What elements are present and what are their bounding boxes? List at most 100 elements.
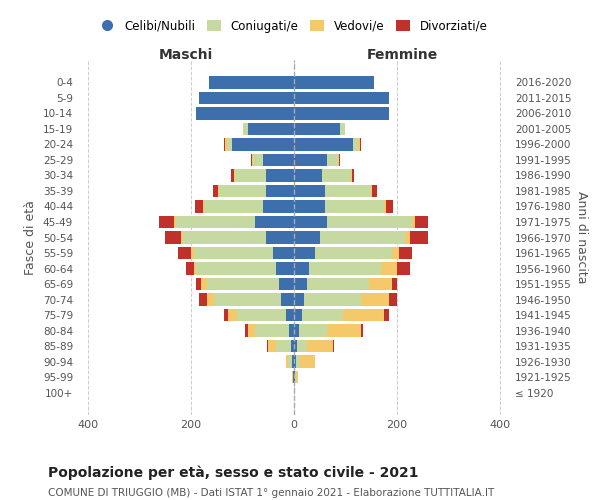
Bar: [206, 294, 214, 306]
Bar: [292, 356, 294, 368]
Bar: [328, 154, 338, 166]
Bar: [196, 278, 202, 290]
Bar: [384, 309, 389, 322]
Text: Popolazione per età, sesso e stato civile - 2021: Popolazione per età, sesso e stato civil…: [48, 465, 419, 479]
Bar: [178, 247, 191, 259]
Bar: [199, 92, 294, 104]
Bar: [294, 278, 307, 290]
Bar: [294, 294, 304, 306]
Bar: [253, 154, 263, 166]
Bar: [195, 200, 203, 212]
Bar: [384, 200, 386, 212]
Bar: [196, 107, 294, 120]
Bar: [294, 247, 314, 259]
Bar: [294, 309, 302, 322]
Bar: [294, 138, 353, 150]
Bar: [299, 356, 315, 368]
Bar: [248, 122, 294, 135]
Bar: [292, 371, 293, 384]
Bar: [159, 216, 174, 228]
Bar: [176, 216, 256, 228]
Bar: [325, 184, 371, 197]
Bar: [294, 216, 328, 228]
Bar: [314, 247, 392, 259]
Bar: [340, 122, 346, 135]
Bar: [267, 340, 268, 352]
Bar: [256, 324, 289, 337]
Bar: [404, 232, 410, 243]
Bar: [343, 309, 384, 322]
Bar: [296, 340, 307, 352]
Bar: [339, 154, 340, 166]
Bar: [252, 154, 253, 166]
Bar: [174, 216, 176, 228]
Bar: [294, 107, 389, 120]
Bar: [304, 294, 361, 306]
Bar: [322, 169, 350, 181]
Bar: [248, 324, 256, 337]
Bar: [338, 154, 339, 166]
Bar: [278, 278, 294, 290]
Bar: [294, 324, 299, 337]
Bar: [268, 340, 276, 352]
Bar: [294, 169, 322, 181]
Bar: [191, 247, 194, 259]
Bar: [194, 247, 274, 259]
Bar: [228, 309, 238, 322]
Bar: [294, 232, 320, 243]
Bar: [353, 138, 358, 150]
Bar: [286, 309, 294, 322]
Bar: [294, 356, 296, 368]
Bar: [310, 262, 382, 274]
Bar: [371, 184, 372, 197]
Legend: Celibi/Nubili, Coniugati/e, Vedovi/e, Divorziati/e: Celibi/Nubili, Coniugati/e, Vedovi/e, Di…: [97, 16, 491, 36]
Bar: [328, 216, 412, 228]
Bar: [286, 356, 289, 368]
Bar: [361, 294, 389, 306]
Bar: [412, 216, 415, 228]
Bar: [214, 294, 281, 306]
Bar: [276, 340, 292, 352]
Bar: [392, 247, 400, 259]
Bar: [307, 340, 332, 352]
Bar: [231, 169, 234, 181]
Bar: [296, 371, 298, 384]
Bar: [281, 294, 294, 306]
Bar: [232, 138, 294, 150]
Bar: [400, 247, 412, 259]
Text: Femmine: Femmine: [367, 48, 437, 62]
Bar: [256, 216, 294, 228]
Bar: [266, 169, 294, 181]
Bar: [328, 324, 361, 337]
Bar: [372, 184, 377, 197]
Bar: [218, 184, 220, 197]
Bar: [386, 200, 393, 212]
Bar: [266, 184, 294, 197]
Bar: [234, 169, 235, 181]
Bar: [238, 309, 286, 322]
Bar: [302, 309, 343, 322]
Bar: [224, 138, 227, 150]
Bar: [242, 122, 248, 135]
Bar: [206, 278, 278, 290]
Bar: [350, 169, 352, 181]
Bar: [294, 200, 325, 212]
Bar: [332, 340, 334, 352]
Bar: [166, 232, 181, 243]
Y-axis label: Fasce di età: Fasce di età: [25, 200, 37, 275]
Bar: [274, 247, 294, 259]
Bar: [368, 278, 392, 290]
Bar: [199, 294, 206, 306]
Bar: [224, 309, 228, 322]
Bar: [184, 232, 266, 243]
Bar: [213, 184, 218, 197]
Y-axis label: Anni di nascita: Anni di nascita: [575, 191, 588, 284]
Bar: [358, 138, 360, 150]
Bar: [415, 216, 428, 228]
Bar: [294, 154, 328, 166]
Bar: [235, 169, 266, 181]
Bar: [202, 278, 206, 290]
Bar: [294, 262, 310, 274]
Bar: [292, 340, 294, 352]
Bar: [266, 232, 294, 243]
